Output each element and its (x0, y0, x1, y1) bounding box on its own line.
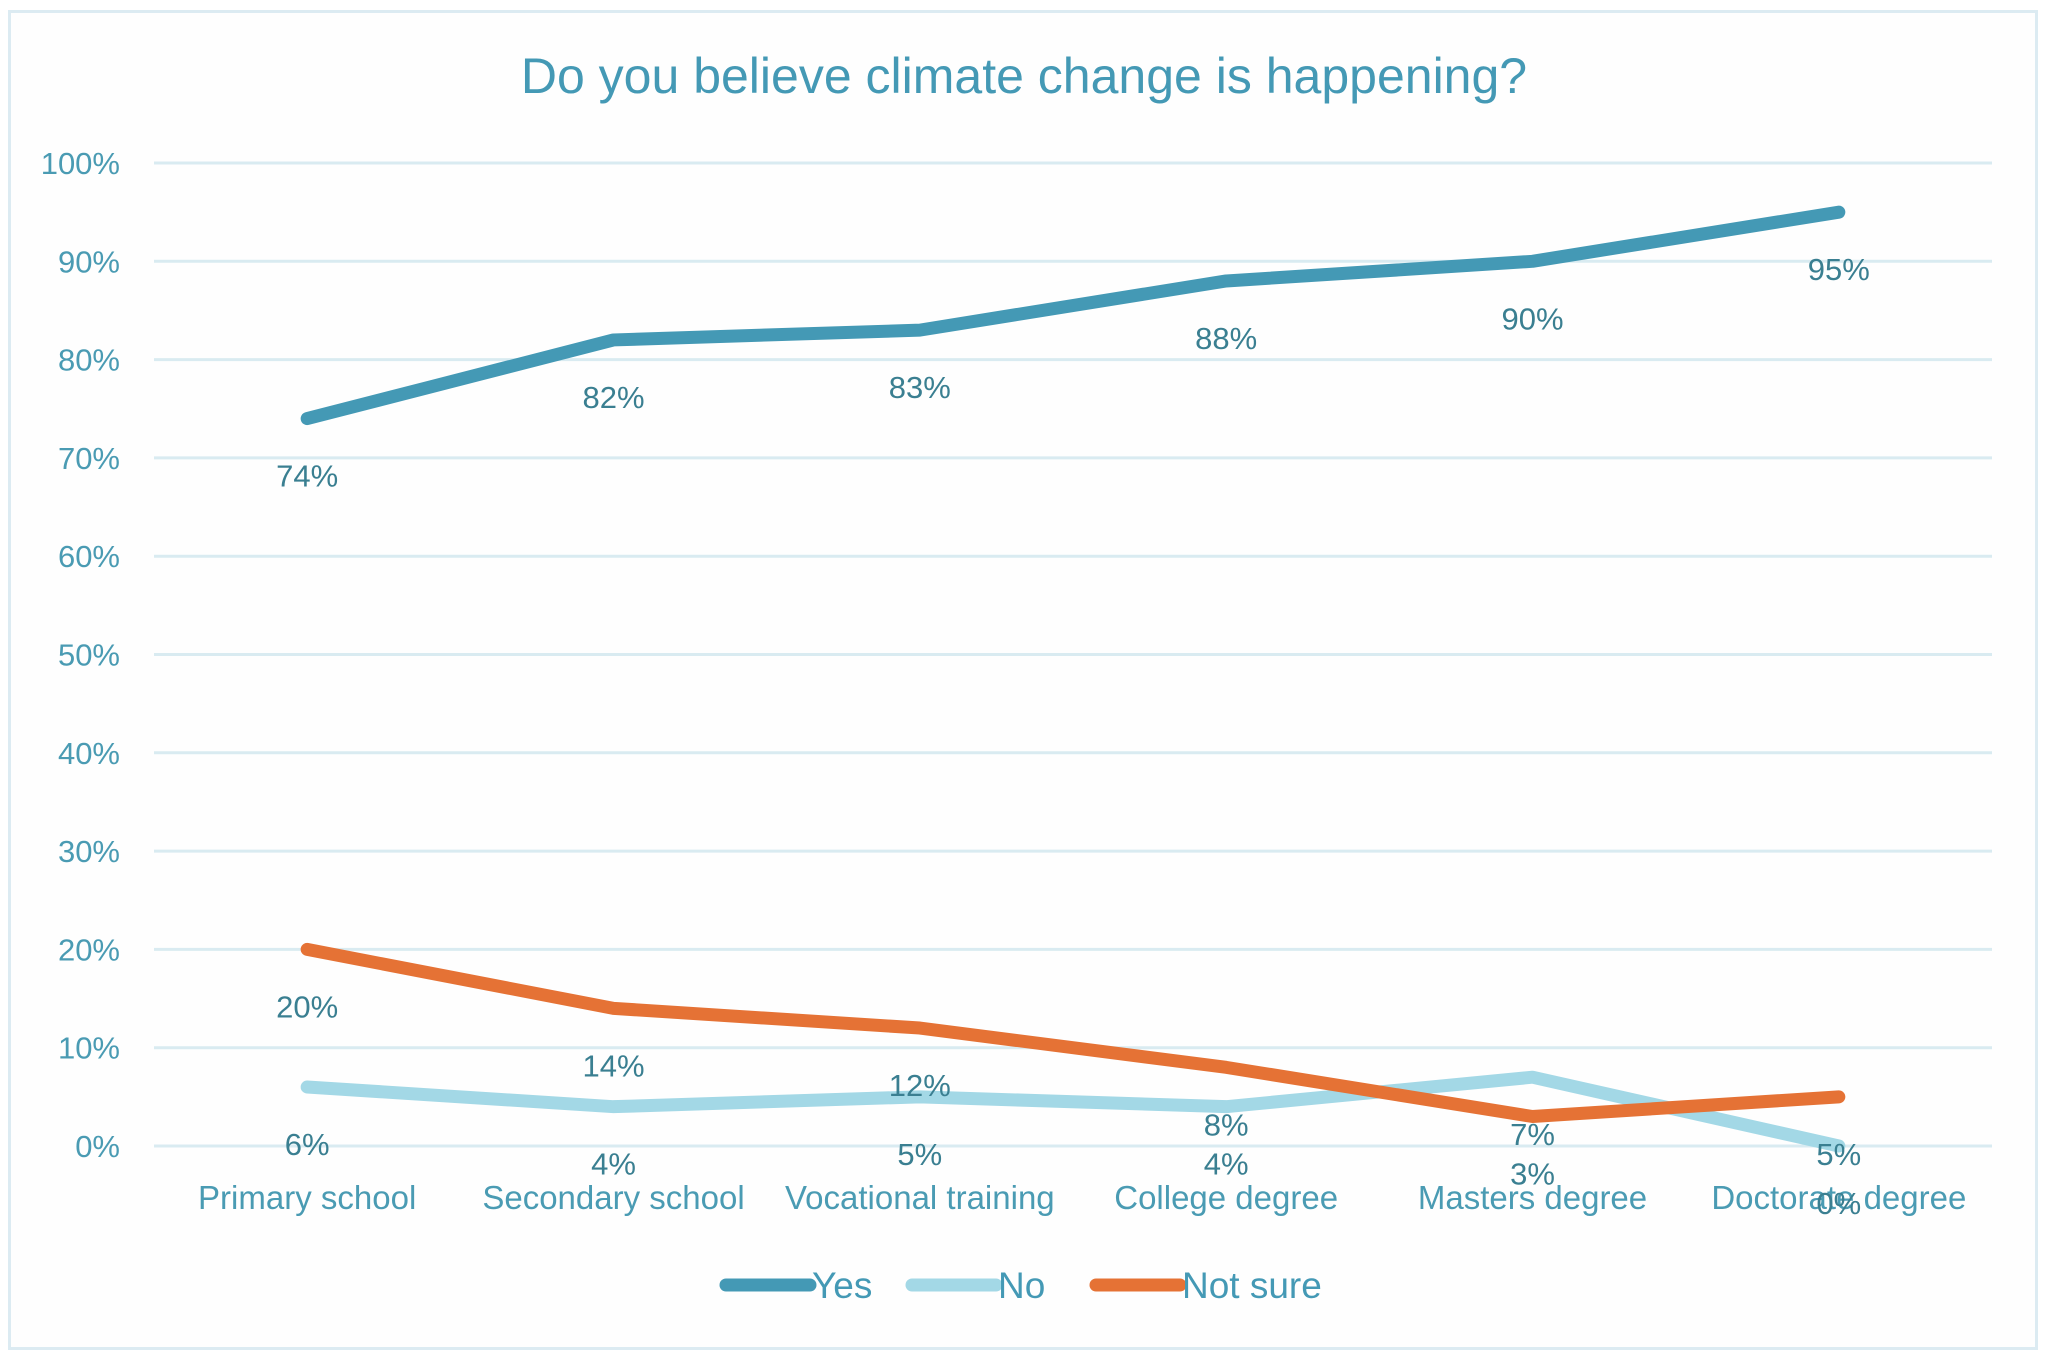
series-line-no (300, 1070, 1846, 1153)
legend-label: Yes (812, 1265, 872, 1306)
x-tick-label: Doctorate degree (1711, 1179, 1966, 1216)
x-tick-label: Secondary school (482, 1179, 744, 1216)
legend-label: No (998, 1265, 1045, 1306)
x-tick-label: College degree (1114, 1179, 1338, 1216)
data-label: 5% (897, 1137, 942, 1172)
data-label: 90% (1501, 301, 1563, 336)
y-axis: 0% 10% 20% 30% 40% 50% 60% 70% 80% 90% 100% (41, 146, 120, 1164)
data-label: 3% (1510, 1157, 1555, 1192)
data-label: 82% (582, 380, 644, 415)
y-tick-label: 30% (58, 834, 120, 869)
data-label: 4% (591, 1147, 636, 1182)
legend: Yes No Not sure (719, 1265, 1322, 1306)
data-label: 12% (889, 1068, 951, 1103)
data-label: 88% (1195, 321, 1257, 356)
series-lines (300, 205, 1846, 1153)
y-tick-label: 40% (58, 736, 120, 771)
data-label: 20% (276, 989, 338, 1024)
legend-label: Not sure (1182, 1265, 1322, 1306)
y-tick-label: 70% (58, 441, 120, 476)
legend-item-not-sure[interactable]: Not sure (1089, 1265, 1322, 1306)
data-label: 83% (889, 370, 951, 405)
gridlines (154, 161, 1992, 1148)
data-label: 74% (276, 459, 338, 494)
x-tick-label: Primary school (198, 1179, 416, 1216)
x-tick-label: Masters degree (1418, 1179, 1647, 1216)
series-line-yes (300, 205, 1846, 426)
legend-item-no[interactable]: No (905, 1265, 1045, 1306)
data-label: 8% (1204, 1107, 1249, 1142)
data-label: 95% (1808, 252, 1870, 287)
y-tick-label: 60% (58, 539, 120, 574)
data-label: 4% (1204, 1147, 1249, 1182)
y-tick-label: 50% (58, 638, 120, 673)
data-label: 5% (1816, 1137, 1861, 1172)
chart-title: Do you believe climate change is happeni… (521, 48, 1527, 104)
y-tick-label: 20% (58, 932, 120, 967)
data-label: 14% (582, 1048, 644, 1083)
series-line-not-sure (300, 942, 1846, 1124)
y-tick-label: 80% (58, 343, 120, 378)
legend-item-yes[interactable]: Yes (719, 1265, 872, 1306)
y-tick-label: 90% (58, 244, 120, 279)
y-tick-label: 100% (41, 146, 120, 181)
y-tick-label: 0% (75, 1129, 120, 1164)
y-tick-label: 10% (58, 1031, 120, 1066)
data-label: 6% (285, 1127, 330, 1162)
data-labels: 74% 82% 83% 88% 90% 95% 6% 4% 5% 4% 7% 0% 20% 14% 12% 8… (276, 252, 1870, 1221)
data-label: 0% (1816, 1186, 1861, 1221)
x-axis: Primary school Secondary school Vocational… (198, 1179, 1966, 1216)
data-label: 7% (1510, 1117, 1555, 1152)
x-tick-label: Vocational training (785, 1179, 1055, 1216)
